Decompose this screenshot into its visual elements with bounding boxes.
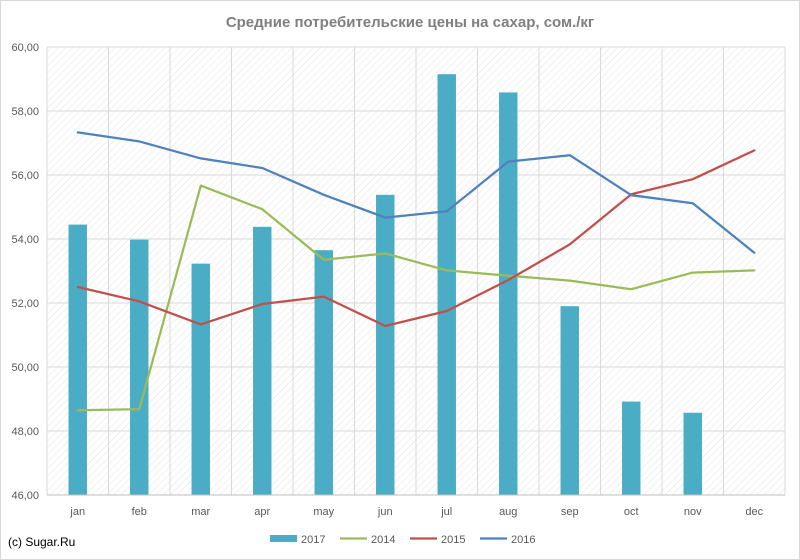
x-tick-label: apr: [254, 506, 270, 518]
y-tick-label: 46,00: [11, 490, 39, 502]
x-tick-label: nov: [684, 506, 702, 518]
legend-label-2017: 2017: [301, 534, 325, 546]
line-series-layer: [76, 131, 756, 412]
bar-2017-nov: [683, 412, 702, 495]
legend: 2017 2014 2015 2016: [270, 534, 535, 546]
line-series-2014: [76, 184, 756, 412]
y-tick-label: 60,00: [11, 42, 39, 54]
legend-label-2016: 2016: [511, 534, 535, 546]
y-tick-label: 54,00: [11, 234, 39, 246]
bar-2017-oct: [622, 401, 641, 495]
bar-2017-jan: [68, 224, 87, 495]
credit-text: (c) Sugar.Ru: [8, 535, 75, 549]
legend-label-2014: 2014: [371, 534, 395, 546]
x-tick-label: feb: [132, 506, 147, 518]
x-tick-label: aug: [499, 506, 517, 518]
x-tick-label: sep: [561, 506, 579, 518]
x-tick-label: jan: [69, 506, 85, 518]
legend-label-2015: 2015: [441, 534, 465, 546]
bar-2017-mar: [191, 263, 210, 495]
x-tick-label: mar: [191, 506, 210, 518]
bar-2017-may: [314, 250, 333, 495]
x-axis-ticks: jan feb mar apr may jun jul aug sep oct nov dec: [69, 506, 763, 518]
bar-2017-apr: [253, 226, 272, 495]
bar-2017-jul: [437, 74, 456, 495]
x-tick-label: oct: [624, 506, 639, 518]
chart-title: Средние потребительские цены на сахар, с…: [226, 14, 594, 31]
y-tick-label: 48,00: [11, 426, 39, 438]
y-tick-label: 50,00: [11, 362, 39, 374]
legend-swatch-2017: [270, 535, 297, 542]
y-tick-label: 56,00: [11, 170, 39, 182]
bar-series-layer: [68, 74, 702, 495]
bar-2017-aug: [499, 92, 518, 495]
y-axis-ticks: 46,00 48,00 50,00 52,00 54,00 56,00 58,00 60,00: [11, 42, 39, 502]
x-tick-label: may: [313, 506, 334, 518]
y-tick-label: 52,00: [11, 298, 39, 310]
bar-2017-jun: [376, 194, 395, 495]
x-tick-label: dec: [745, 506, 763, 518]
line-series-2016: [76, 131, 756, 254]
bar-2017-feb: [130, 239, 149, 495]
y-tick-label: 58,00: [11, 106, 39, 118]
bar-2017-sep: [560, 306, 579, 495]
x-tick-label: jun: [377, 506, 393, 518]
x-tick-label: jul: [440, 506, 452, 518]
line-series-2015: [76, 149, 756, 328]
